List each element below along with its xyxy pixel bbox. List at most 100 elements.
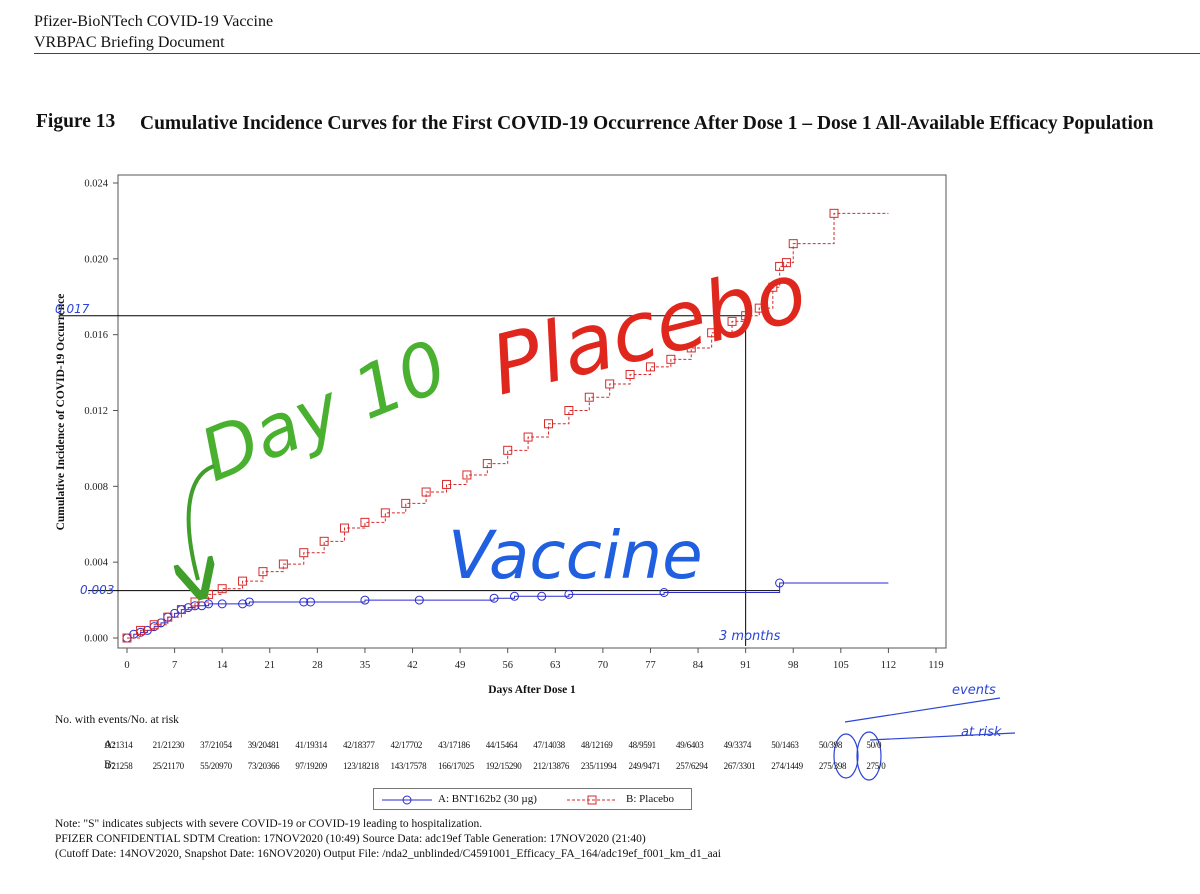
risk-cell-a: 49/3374 bbox=[723, 740, 752, 750]
x-tick-label: 77 bbox=[645, 660, 656, 671]
legend-a-marker bbox=[402, 795, 412, 805]
placebo-point bbox=[238, 576, 248, 586]
placebo-point bbox=[605, 379, 615, 389]
series-layer bbox=[122, 208, 889, 643]
x-tick-label: 84 bbox=[693, 660, 704, 671]
x-tick-label: 98 bbox=[788, 660, 799, 671]
risk-cell-a: 50/1463 bbox=[771, 740, 799, 750]
risk-cell-a: 41/19314 bbox=[295, 740, 327, 750]
risk-cell-b: 55/20970 bbox=[200, 761, 232, 771]
placebo-point bbox=[319, 536, 329, 546]
x-tick-label: 91 bbox=[740, 660, 751, 671]
placebo-point bbox=[741, 311, 751, 321]
placebo-point bbox=[829, 208, 839, 218]
placebo-point bbox=[462, 470, 472, 480]
y-low-annotation: 0.003 bbox=[80, 583, 114, 597]
note-line-1: Note: "S" indicates subjects with severe… bbox=[55, 818, 483, 830]
y-tick-label: 0.024 bbox=[84, 179, 108, 190]
figure-title: Cumulative Incidence Curves for the Firs… bbox=[140, 113, 1154, 134]
at-risk-pointer-line bbox=[869, 732, 1016, 741]
vaccine-point bbox=[775, 578, 785, 588]
vaccine-point bbox=[299, 597, 309, 607]
placebo-point bbox=[584, 392, 594, 402]
vaccine-point bbox=[238, 599, 248, 609]
vaccine-point bbox=[306, 597, 316, 607]
x-tick-label: 70 bbox=[598, 660, 609, 671]
day10-arrow bbox=[189, 464, 214, 580]
placebo-point bbox=[768, 282, 778, 292]
placebo-point bbox=[278, 559, 288, 569]
x-tick-label: 112 bbox=[881, 660, 896, 671]
y-tick-label: 0.004 bbox=[84, 558, 108, 569]
x-tick-label: 63 bbox=[550, 660, 561, 671]
chart-legend: A: BNT162b2 (30 µg) B: Placebo bbox=[373, 788, 692, 810]
risk-cell-b: 249/9471 bbox=[628, 761, 661, 771]
placebo-point bbox=[122, 633, 132, 643]
placebo-point bbox=[625, 369, 635, 379]
x-tick-label: 119 bbox=[928, 660, 943, 671]
placebo-point bbox=[482, 459, 492, 469]
x-axis-title: Days After Dose 1 bbox=[488, 684, 576, 696]
risk-cell-b: 73/20366 bbox=[247, 761, 280, 771]
events-circle bbox=[833, 733, 859, 779]
risk-cell-a: 48/9591 bbox=[628, 740, 656, 750]
placebo-point bbox=[421, 487, 431, 497]
x-tick-label: 56 bbox=[502, 660, 513, 671]
risk-cell-a: 21/21230 bbox=[152, 740, 185, 750]
y-tick-label: 0.012 bbox=[84, 406, 108, 417]
y-tick-label: 0.000 bbox=[84, 634, 108, 645]
three-months-annotation: 3 months bbox=[719, 629, 781, 644]
placebo-point bbox=[136, 625, 146, 635]
vaccine-point bbox=[156, 618, 166, 628]
risk-cell-a: 43/17186 bbox=[438, 740, 470, 750]
placebo-point bbox=[442, 479, 452, 489]
document-header-line1: Pfizer-BioNTech COVID-19 Vaccine bbox=[34, 13, 274, 30]
risk-cell-a: 37/21054 bbox=[200, 740, 232, 750]
x-tick-label: 49 bbox=[455, 660, 466, 671]
risk-arm-b-label: B: bbox=[104, 759, 115, 771]
risk-cell-b: 275/398 bbox=[818, 761, 847, 771]
risk-arm-a-label: A: bbox=[104, 739, 116, 751]
x-tick-label: 7 bbox=[172, 660, 177, 671]
y-tick-label: 0.020 bbox=[84, 254, 108, 265]
y-axis-title: Cumulative Incidence of COVID-19 Occurre… bbox=[55, 294, 67, 531]
x-tick-label: 35 bbox=[360, 660, 371, 671]
vaccine-point bbox=[360, 595, 370, 605]
placebo-point bbox=[781, 258, 791, 268]
risk-cell-b: 274/1449 bbox=[771, 761, 803, 771]
vaccine-annotation: Vaccine bbox=[448, 517, 703, 594]
risk-cell-b: 212/13876 bbox=[533, 761, 570, 771]
risk-cell-b: 166/17025 bbox=[438, 761, 474, 771]
risk-table-title: No. with events/No. at risk bbox=[55, 714, 179, 726]
events-pointer-line bbox=[844, 697, 1001, 723]
x-tick-label: 14 bbox=[217, 660, 228, 671]
placebo-point bbox=[299, 548, 309, 558]
risk-cell-a: 50/398 bbox=[818, 740, 843, 750]
placebo-point bbox=[340, 523, 350, 533]
placebo-point bbox=[707, 328, 717, 338]
placebo-point bbox=[401, 498, 411, 508]
placebo-point bbox=[380, 508, 390, 518]
y-tick-label: 0.008 bbox=[84, 482, 108, 493]
risk-cell-a: 42/17702 bbox=[390, 740, 423, 750]
risk-cell-a: 49/6403 bbox=[676, 740, 704, 750]
legend-a-label: A: BNT162b2 (30 µg) bbox=[438, 793, 537, 805]
risk-cell-b: 257/6294 bbox=[676, 761, 708, 771]
y-high-annotation: 0.017 bbox=[55, 302, 90, 316]
risk-cell-b: 267/3301 bbox=[723, 761, 756, 771]
placebo-point bbox=[666, 354, 676, 364]
note-line-2: PFIZER CONFIDENTIAL SDTM Creation: 17NOV… bbox=[55, 833, 646, 845]
risk-cell-b: 143/17578 bbox=[390, 761, 427, 771]
placebo-point bbox=[727, 316, 737, 326]
placebo-annotation: Placebo bbox=[482, 245, 816, 415]
risk-cell-b: 97/19209 bbox=[295, 761, 327, 771]
y-tick-label: 0.016 bbox=[84, 330, 108, 341]
header-divider bbox=[34, 53, 1200, 54]
plot-frame bbox=[117, 174, 947, 649]
risk-cell-b: 25/21170 bbox=[152, 761, 185, 771]
placebo-point bbox=[564, 406, 574, 415]
risk-cell-a: 0/21314 bbox=[105, 740, 133, 750]
risk-cell-a: 50/0 bbox=[866, 740, 882, 750]
x-tick-label: 21 bbox=[265, 660, 276, 671]
